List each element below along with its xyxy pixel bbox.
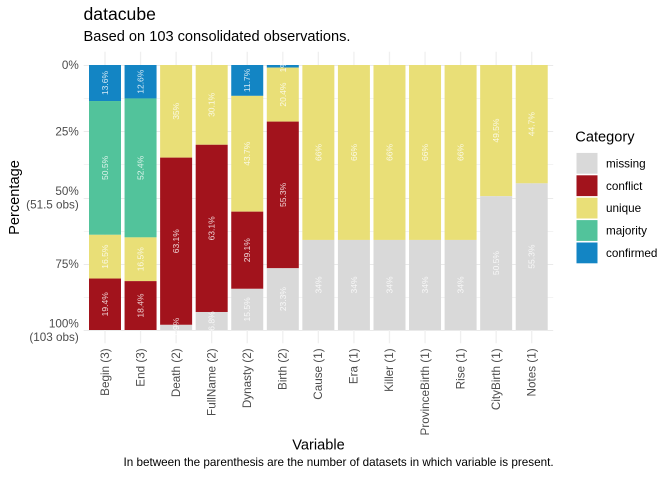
svg-text:19.4%: 19.4% [100,292,110,317]
svg-text:34%: 34% [313,276,323,293]
svg-text:Killer (1): Killer (1) [383,348,396,392]
svg-text:Notes (1): Notes (1) [525,348,538,396]
svg-text:75%: 75% [55,258,78,271]
svg-text:66%: 66% [349,144,359,161]
svg-text:100%: 100% [49,317,79,330]
svg-text:CityBirth (1): CityBirth (1) [490,348,503,410]
svg-text:missing: missing [606,157,646,170]
svg-text:conflict: conflict [606,180,643,193]
svg-text:50.5%: 50.5% [491,251,501,276]
svg-text:Era (1): Era (1) [348,348,361,384]
svg-text:16.5%: 16.5% [100,244,110,269]
svg-text:34%: 34% [456,276,466,293]
svg-text:13.6%: 13.6% [100,71,110,96]
svg-text:Begin (3): Begin (3) [99,348,112,396]
svg-text:50%: 50% [55,185,78,198]
svg-text:Dynasty (2): Dynasty (2) [241,348,254,408]
svg-text:55.3%: 55.3% [278,182,288,207]
svg-text:66%: 66% [384,144,394,161]
svg-text:Percentage: Percentage [7,160,23,235]
svg-text:43.7%: 43.7% [242,141,252,166]
svg-text:34%: 34% [384,276,394,293]
svg-text:11.7%: 11.7% [242,68,252,92]
svg-text:1.9%: 1.9% [171,317,181,337]
svg-text:Category: Category [575,129,635,145]
svg-text:In between the parenthesis are: In between the parenthesis are the numbe… [124,456,554,469]
svg-text:Variable: Variable [292,438,344,454]
svg-text:30.1%: 30.1% [207,92,217,117]
svg-text:63.1%: 63.1% [207,216,217,241]
svg-text:50.5%: 50.5% [100,155,110,180]
svg-text:datacube: datacube [84,4,156,24]
svg-text:29.1%: 29.1% [242,238,252,263]
svg-text:18.4%: 18.4% [136,293,146,318]
svg-text:Birth (2): Birth (2) [277,348,290,390]
svg-text:(103 obs): (103 obs) [29,331,78,344]
svg-text:35%: 35% [171,102,181,119]
svg-text:majority: majority [606,225,647,238]
svg-text:1%: 1% [278,60,288,73]
svg-text:Rise (1): Rise (1) [454,348,467,389]
svg-text:66%: 66% [313,144,323,161]
svg-text:0%: 0% [62,59,79,72]
svg-text:Death (2): Death (2) [170,348,183,397]
svg-text:23.3%: 23.3% [278,287,288,312]
svg-text:FullName (2): FullName (2) [205,348,218,416]
svg-text:66%: 66% [420,144,430,161]
svg-text:ProvinceBirth (1): ProvinceBirth (1) [419,348,432,435]
svg-text:unique: unique [606,202,641,215]
svg-text:16.5%: 16.5% [136,247,146,272]
svg-text:confirmed: confirmed [606,247,657,260]
svg-text:15.5%: 15.5% [242,297,252,322]
svg-text:(51.5 obs): (51.5 obs) [26,198,79,211]
svg-text:44.7%: 44.7% [527,112,537,137]
svg-text:End (3): End (3) [134,348,147,386]
svg-text:52.4%: 52.4% [136,155,146,180]
svg-text:55.3%: 55.3% [527,244,537,269]
svg-text:34%: 34% [420,276,430,293]
svg-text:12.6%: 12.6% [136,69,146,94]
svg-text:25%: 25% [55,125,78,138]
svg-text:66%: 66% [456,144,466,161]
svg-text:63.1%: 63.1% [171,229,181,254]
svg-text:6.8%: 6.8% [207,311,217,331]
svg-text:Cause (1): Cause (1) [312,348,325,399]
svg-text:20.4%: 20.4% [278,82,288,107]
svg-text:34%: 34% [349,276,359,293]
svg-text:49.5%: 49.5% [491,118,501,143]
svg-text:Based on 103 consolidated obse: Based on 103 consolidated observations. [84,29,351,45]
